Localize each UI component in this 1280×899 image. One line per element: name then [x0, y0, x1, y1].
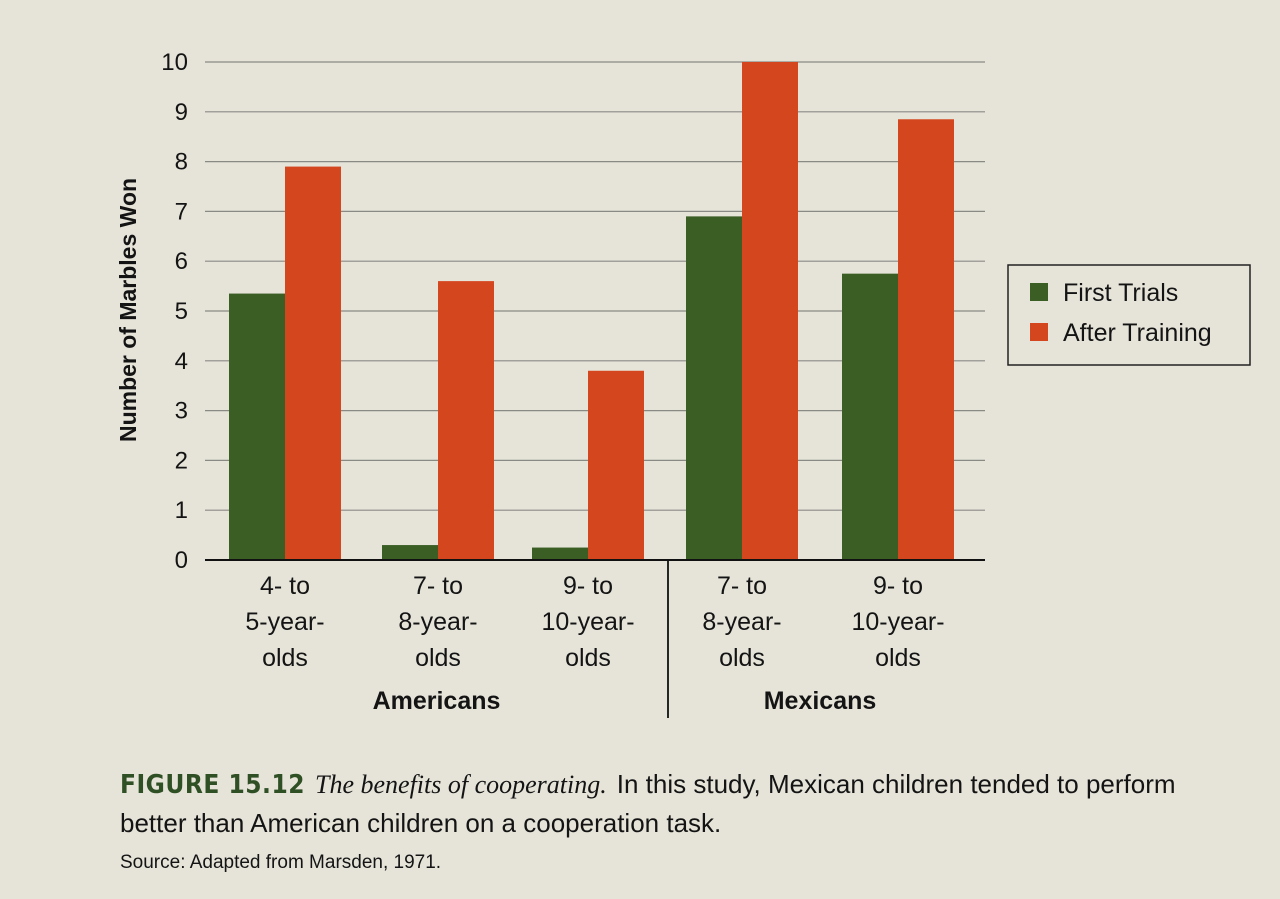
y-tick-label: 0	[175, 547, 188, 574]
x-category-label: 9- to 10-year-olds	[851, 572, 944, 672]
category-labels: 4- to 5-year-olds 7- to 8-year-olds 9- to 10-…	[245, 572, 944, 672]
bar-after-training	[898, 119, 954, 561]
y-tick-label: 4	[175, 348, 188, 375]
bar-first-trials	[842, 273, 898, 560]
y-tick-label: 3	[175, 398, 188, 425]
y-tick-labels: 0 1 2 3 4 5 6 7 8 9 10	[161, 49, 188, 574]
legend-swatch-first-trials	[1030, 283, 1048, 301]
y-tick-label: 9	[175, 99, 188, 126]
x-category-label: 9- to 10-year-olds	[541, 572, 634, 672]
bar-first-trials	[382, 545, 438, 560]
legend-frame	[1007, 264, 1251, 366]
bar-after-training	[742, 62, 798, 560]
source-note: Source: Adapted from Marsden, 1971.	[120, 852, 442, 873]
bar-first-trials	[229, 293, 285, 560]
bar-chart: 0 1 2 3 4 5 6 7 8 9 10 4- to 5-year-olds 7- to 8-year…	[115, 49, 1251, 718]
bar-first-trials	[686, 216, 742, 560]
figure-label: FIGURE 15.12	[120, 770, 305, 800]
bar-after-training	[438, 281, 494, 560]
legend-swatch-after-training	[1030, 323, 1048, 341]
bar-after-training	[588, 370, 644, 560]
x-category-label: 7- to 8-year-olds	[702, 572, 781, 672]
figure-caption: FIGURE 15.12 The benefits of cooperating.…	[120, 765, 1220, 842]
y-tick-label: 10	[161, 49, 188, 76]
group-label: Mexicans	[764, 687, 877, 715]
y-tick-label: 2	[175, 447, 188, 474]
figure-title: The benefits of cooperating.	[315, 770, 607, 799]
y-axis-label: Number of Marbles Won	[115, 178, 141, 442]
bar-after-training	[285, 166, 341, 560]
x-category-label: 4- to 5-year-olds	[245, 572, 324, 672]
legend-label-first-trials: First Trials	[1063, 279, 1178, 307]
y-tick-label: 5	[175, 298, 188, 325]
group-label: Americans	[373, 687, 501, 715]
bar-first-trials	[532, 547, 588, 560]
y-tick-label: 6	[175, 248, 188, 275]
x-category-label: 7- to 8-year-olds	[398, 572, 477, 672]
group-labels: Americans Mexicans	[373, 687, 877, 715]
caption-text: In this study, Mexican children tended t…	[120, 769, 1176, 838]
bars	[229, 62, 954, 561]
legend-label-after-training: After Training	[1063, 319, 1212, 347]
y-tick-label: 1	[175, 497, 188, 524]
y-tick-label: 8	[175, 149, 188, 176]
axes	[205, 559, 985, 718]
legend: First Trials After Training	[1007, 264, 1251, 366]
y-tick-label: 7	[175, 198, 188, 225]
